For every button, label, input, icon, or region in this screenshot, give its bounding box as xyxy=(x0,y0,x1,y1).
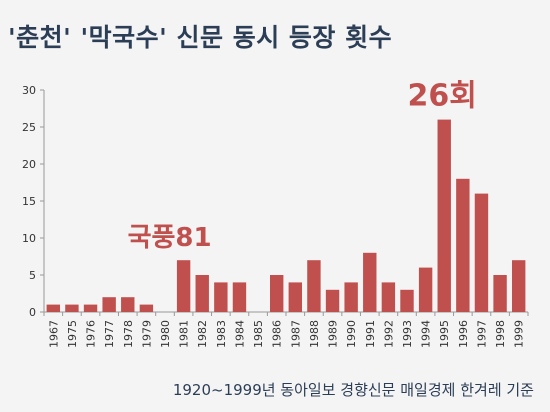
y-tick-label: 0 xyxy=(29,306,36,319)
x-tick-label: 1967 xyxy=(47,320,60,348)
x-tick-label: 1992 xyxy=(382,320,395,348)
bar xyxy=(83,304,98,312)
x-tick-label: 1993 xyxy=(401,320,414,348)
bar xyxy=(437,119,451,312)
bar xyxy=(269,275,284,312)
x-tick-label: 1979 xyxy=(140,320,153,348)
bar xyxy=(456,178,470,312)
bar xyxy=(102,297,116,312)
bar xyxy=(418,267,433,312)
x-tick-label: 1987 xyxy=(289,320,302,348)
bar xyxy=(214,282,228,312)
y-tick-label: 15 xyxy=(22,195,36,208)
x-tick-label: 1982 xyxy=(196,320,209,348)
x-tick-label: 1978 xyxy=(122,320,135,348)
y-tick-label: 5 xyxy=(29,269,36,282)
x-tick-label: 1996 xyxy=(457,320,470,348)
x-tick-label: 1976 xyxy=(85,320,98,348)
bar xyxy=(307,260,321,312)
bar xyxy=(363,252,377,312)
bar xyxy=(511,260,526,312)
x-tick-label: 1999 xyxy=(513,320,526,348)
bar xyxy=(400,289,414,312)
x-tick-label: 1995 xyxy=(438,320,451,348)
x-tick-label: 1977 xyxy=(103,320,116,348)
bar xyxy=(139,304,154,312)
x-tick-label: 1983 xyxy=(215,320,228,348)
bar xyxy=(176,260,191,312)
bar xyxy=(65,304,79,312)
x-tick-label: 1984 xyxy=(233,320,246,348)
x-tick-label: 1997 xyxy=(475,320,488,348)
bar xyxy=(195,275,209,312)
bar xyxy=(325,289,340,312)
bar xyxy=(344,282,358,312)
x-tick-label: 1985 xyxy=(252,320,265,348)
x-tick-label: 1989 xyxy=(327,320,340,348)
bar xyxy=(381,282,396,312)
x-tick-label: 1994 xyxy=(420,320,433,348)
annotation-label: 국풍81 xyxy=(128,223,212,253)
chart-title: '춘천' '막국수' 신문 동시 등장 횟수 xyxy=(8,23,393,52)
y-tick-label: 30 xyxy=(22,84,36,97)
bar xyxy=(474,193,489,312)
x-tick-label: 1991 xyxy=(364,320,377,348)
y-tick-label: 20 xyxy=(22,158,36,171)
y-tick-label: 10 xyxy=(22,232,36,245)
x-tick-label: 1981 xyxy=(178,320,191,348)
x-tick-label: 1998 xyxy=(494,320,507,348)
bar xyxy=(493,275,507,312)
x-tick-label: 1990 xyxy=(345,320,358,348)
bar xyxy=(46,304,61,312)
y-tick-label: 25 xyxy=(22,121,36,134)
bar xyxy=(288,282,303,312)
annotation-label: 26회 xyxy=(408,79,477,114)
bar xyxy=(121,297,135,312)
x-tick-label: 1988 xyxy=(308,320,321,348)
bar xyxy=(232,282,247,312)
x-tick-label: 1986 xyxy=(271,320,284,348)
x-tick-label: 1980 xyxy=(159,320,172,348)
source-note: 1920~1999년 동아일보 경향신문 매일경제 한겨레 기준 xyxy=(172,381,534,399)
x-tick-label: 1975 xyxy=(66,320,79,348)
